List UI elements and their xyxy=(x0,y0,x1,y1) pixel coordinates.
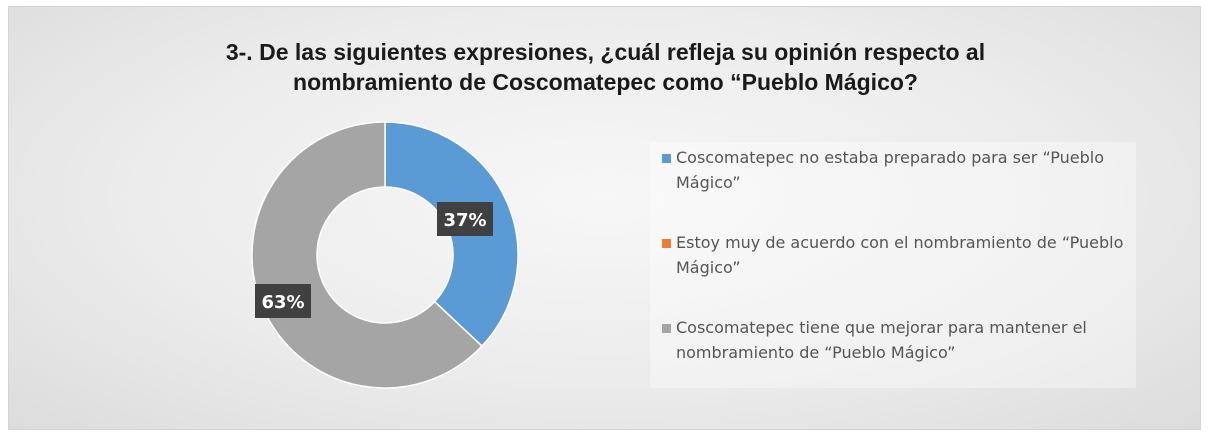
legend-swatch-1 xyxy=(662,154,671,163)
data-label-text-3: 63% xyxy=(261,292,304,313)
chart-title-line-1: 3-. De las siguientes expresiones, ¿cuál… xyxy=(225,39,986,65)
legend: Coscomatepec no estaba preparado para se… xyxy=(662,145,1132,365)
chart-area: 3-. De las siguientes expresiones, ¿cuál… xyxy=(8,6,1201,430)
data-label-box-3 xyxy=(255,284,311,318)
legend-item-1: Coscomatepec no estaba preparado para se… xyxy=(662,145,1132,195)
donut-slice-3 xyxy=(251,121,484,389)
legend-item-2: Estoy muy de acuerdo con el nombramiento… xyxy=(662,230,1132,280)
legend-label-3: Coscomatepec tiene que mejorar para mant… xyxy=(676,318,1087,362)
data-label-text-1: 37% xyxy=(443,210,486,231)
legend-label-1: Coscomatepec no estaba preparado para se… xyxy=(676,148,1105,192)
data-label-box-1 xyxy=(437,202,493,236)
legend-panel xyxy=(650,142,1136,388)
chart-title: 3-. De las siguientes expresiones, ¿cuál… xyxy=(9,37,1202,97)
legend-swatch-2 xyxy=(662,239,671,248)
chart-title-line-2: nombramiento de Coscomatepec como “Puebl… xyxy=(293,69,918,95)
data-label-3: 63% xyxy=(255,284,311,318)
donut-chart: 37% 63% xyxy=(251,121,519,389)
legend-label-2: Estoy muy de acuerdo con el nombramiento… xyxy=(676,233,1124,277)
legend-swatch-3 xyxy=(662,324,671,333)
data-label-1: 37% xyxy=(437,202,493,236)
legend-item-3: Coscomatepec tiene que mejorar para mant… xyxy=(662,315,1132,365)
